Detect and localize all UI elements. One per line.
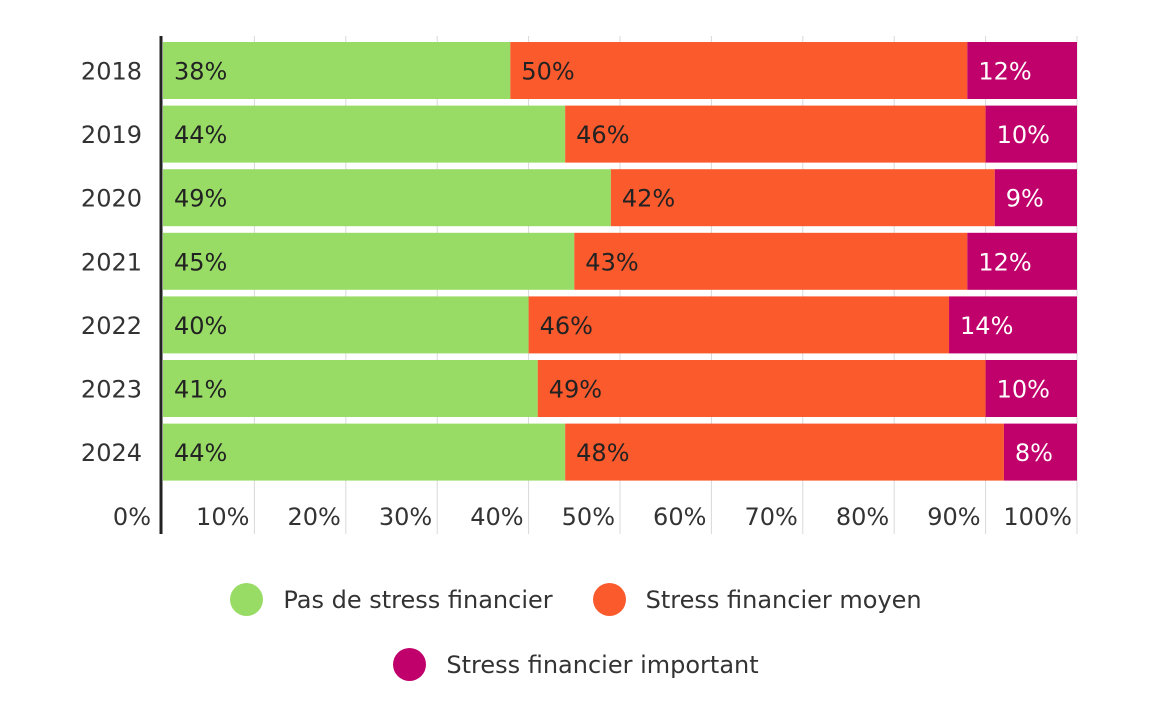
data-label: 8% bbox=[1015, 439, 1053, 467]
x-tick-label: 100% bbox=[1003, 503, 1072, 531]
bar-segment bbox=[163, 42, 511, 99]
bar-segment bbox=[574, 232, 968, 290]
data-label: 38% bbox=[174, 58, 227, 86]
x-tick-label: 20% bbox=[287, 503, 340, 531]
data-label: 10% bbox=[997, 376, 1050, 404]
legend-item-medium-stress: Stress financier moyen bbox=[592, 583, 922, 616]
data-label: 44% bbox=[174, 121, 227, 149]
y-tick-label: 2023 bbox=[81, 376, 142, 404]
bar-segment bbox=[537, 360, 986, 417]
bar-segment bbox=[163, 360, 538, 417]
bar-segment bbox=[1003, 423, 1077, 481]
data-label: 49% bbox=[549, 376, 602, 404]
legend-item-no-stress: Pas de stress financier bbox=[230, 583, 553, 616]
data-label: 12% bbox=[978, 248, 1031, 276]
data-label: 49% bbox=[174, 185, 227, 213]
y-tick-label: 2021 bbox=[81, 248, 142, 276]
data-label: 48% bbox=[576, 439, 629, 467]
bar-segment bbox=[967, 232, 1077, 290]
bar-segment bbox=[528, 296, 950, 354]
bars bbox=[163, 42, 1077, 481]
data-label: 45% bbox=[174, 248, 227, 276]
legend-row-2: Stress financier important bbox=[0, 648, 1152, 681]
y-tick-label: 2018 bbox=[81, 58, 142, 86]
x-tick-label: 60% bbox=[653, 503, 706, 531]
y-axis-tick-labels: 2018 2019 2020 2021 2022 2023 2024 bbox=[81, 58, 142, 468]
bar-segment bbox=[985, 360, 1077, 417]
legend-label-medium-stress: Stress financier moyen bbox=[645, 585, 922, 614]
y-tick-label: 2024 bbox=[81, 439, 142, 467]
bar-segment bbox=[565, 105, 986, 163]
x-tick-label: 90% bbox=[927, 503, 980, 531]
data-label: 9% bbox=[1006, 185, 1044, 213]
x-tick-label: 70% bbox=[744, 503, 797, 531]
data-label: 43% bbox=[585, 248, 638, 276]
x-tick-label: 40% bbox=[470, 503, 523, 531]
bar-segment bbox=[163, 169, 611, 227]
data-label: 10% bbox=[997, 121, 1050, 149]
bar-segment bbox=[163, 105, 566, 163]
legend-swatch-no-stress bbox=[230, 583, 264, 616]
y-tick-label: 2020 bbox=[81, 185, 142, 213]
legend-swatch-high-stress bbox=[393, 648, 427, 681]
legend-row-1: Pas de stress financier Stress financier… bbox=[0, 583, 1152, 616]
bar-segment bbox=[510, 42, 968, 99]
x-tick-label: 50% bbox=[562, 503, 615, 531]
bar-labels: 38% 50% 12% 44% 46% 10% 49% 42% 9% 45% 43% 12% 40% 46… bbox=[174, 58, 1053, 468]
legend-swatch-medium-stress bbox=[592, 583, 626, 616]
legend-label-no-stress: Pas de stress financier bbox=[283, 585, 553, 614]
y-tick-label: 2019 bbox=[81, 121, 142, 149]
data-label: 46% bbox=[576, 121, 629, 149]
data-label: 14% bbox=[960, 312, 1013, 340]
bar-segment bbox=[985, 105, 1077, 163]
bar-segment bbox=[163, 423, 566, 481]
y-tick-label: 2022 bbox=[81, 312, 142, 340]
x-tick-label: 80% bbox=[836, 503, 889, 531]
data-label: 44% bbox=[174, 439, 227, 467]
x-axis-tick-labels: 0% 10% 20% 30% 40% 50% 60% 70% 80% 90% 100% bbox=[113, 503, 1072, 531]
legend-item-high-stress: Stress financier important bbox=[393, 648, 759, 681]
bar-segment bbox=[610, 169, 995, 227]
bar-segment bbox=[163, 232, 575, 290]
data-label: 41% bbox=[174, 376, 227, 404]
bar-segment bbox=[163, 296, 529, 354]
data-label: 50% bbox=[521, 58, 574, 86]
bar-segment bbox=[967, 42, 1077, 99]
data-label: 40% bbox=[174, 312, 227, 340]
bar-segment bbox=[565, 423, 1004, 481]
x-tick-label: 30% bbox=[379, 503, 432, 531]
x-tick-label: 0% bbox=[113, 503, 151, 531]
data-label: 12% bbox=[978, 58, 1031, 86]
x-tick-label: 10% bbox=[196, 503, 249, 531]
data-label: 42% bbox=[622, 185, 675, 213]
bar-segment bbox=[994, 169, 1077, 227]
bar-segment bbox=[949, 296, 1077, 354]
data-label: 46% bbox=[540, 312, 593, 340]
legend-label-high-stress: Stress financier important bbox=[446, 650, 759, 679]
